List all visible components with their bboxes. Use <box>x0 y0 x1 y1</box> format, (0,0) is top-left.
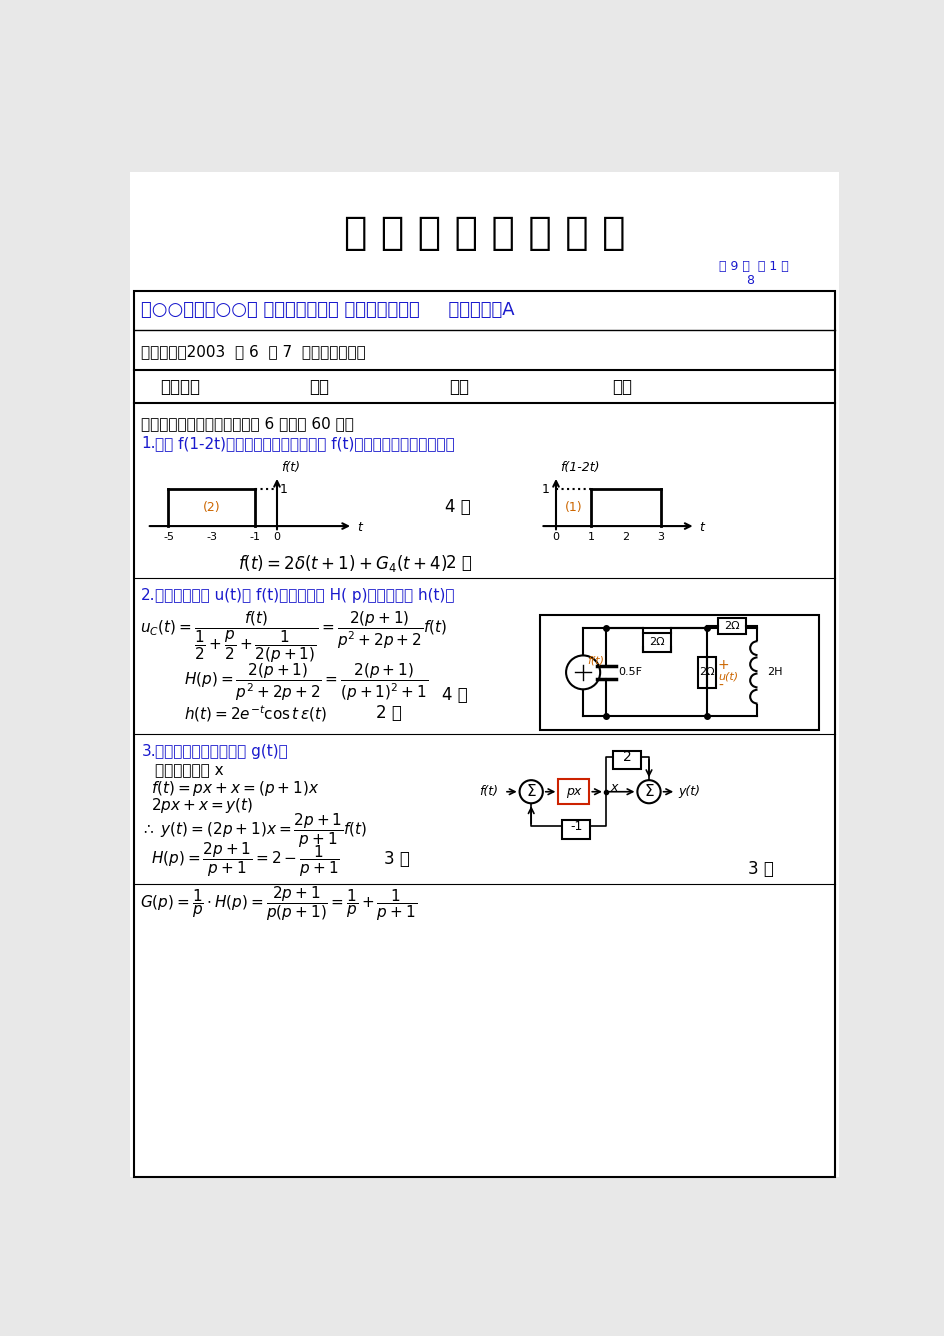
Text: f(1-2t): f(1-2t) <box>559 461 598 474</box>
Text: 2 分: 2 分 <box>446 554 472 572</box>
Text: f(t): f(t) <box>479 786 497 798</box>
Text: x: x <box>610 780 617 794</box>
Text: 共 9 页  第 1 页: 共 9 页 第 1 页 <box>718 261 787 273</box>
Text: 1: 1 <box>541 482 549 496</box>
Text: Σ: Σ <box>644 784 653 799</box>
Text: 一、计算以下各题：（每小题 6 分，共 60 分）: 一、计算以下各题：（每小题 6 分，共 60 分） <box>142 415 354 432</box>
Bar <box>540 615 818 729</box>
Text: 0: 0 <box>552 532 559 542</box>
Text: $f(t)=px+x=(p+1)x$: $f(t)=px+x=(p+1)x$ <box>150 779 319 798</box>
Circle shape <box>636 780 660 803</box>
Text: 姓名: 姓名 <box>448 378 468 395</box>
Text: t: t <box>357 521 362 534</box>
Text: $H(p)=\dfrac{2p+1}{p+1}=2-\dfrac{1}{p+1}$: $H(p)=\dfrac{2p+1}{p+1}=2-\dfrac{1}{p+1}… <box>150 840 339 879</box>
Bar <box>697 657 716 688</box>
Text: $h(t)=2e^{-t}\cos t\,\varepsilon(t)$: $h(t)=2e^{-t}\cos t\,\varepsilon(t)$ <box>184 703 327 724</box>
Circle shape <box>565 656 599 689</box>
Text: -: - <box>717 679 722 693</box>
Text: $\therefore\;y(t)=(2p+1)x=\dfrac{2p+1}{p+1}f(t)$: $\therefore\;y(t)=(2p+1)x=\dfrac{2p+1}{p… <box>142 811 367 850</box>
Text: t: t <box>699 521 703 534</box>
Bar <box>613 751 641 770</box>
Text: 2.: 2. <box>142 588 156 603</box>
Text: px: px <box>565 786 581 798</box>
Text: 2H: 2H <box>766 668 782 677</box>
Text: 3.: 3. <box>142 744 156 759</box>
Text: Σ: Σ <box>526 784 535 799</box>
Bar <box>562 820 589 839</box>
Text: 8: 8 <box>745 274 753 287</box>
Text: y(t): y(t) <box>678 786 700 798</box>
Circle shape <box>519 780 542 803</box>
Text: $G(p)=\dfrac{1}{p}\cdot H(p)=\dfrac{2p+1}{p(p+1)}=\dfrac{1}{p}+\dfrac{1}{p+1}$: $G(p)=\dfrac{1}{p}\cdot H(p)=\dfrac{2p+1… <box>140 884 416 923</box>
Text: f(t): f(t) <box>586 656 603 665</box>
Bar <box>133 291 834 1177</box>
Text: $H(p)=\dfrac{2(p+1)}{p^2+2p+2}=\dfrac{2(p+1)}{(p+1)^2+1}$: $H(p)=\dfrac{2(p+1)}{p^2+2p+2}=\dfrac{2(… <box>184 661 428 703</box>
Text: -1: -1 <box>249 532 261 542</box>
Text: u(t): u(t) <box>717 671 737 681</box>
Text: 1: 1 <box>279 482 287 496</box>
Text: 3 分: 3 分 <box>384 851 410 868</box>
Text: 1.: 1. <box>142 436 156 452</box>
Text: 考试日期：2003  年 6  月 7  日，阅卷教师：: 考试日期：2003 年 6 月 7 日，阅卷教师： <box>142 343 365 359</box>
Bar <box>717 619 745 633</box>
Text: 图示电路，求 u(t)对 f(t)的传输算子 H( p)及冲激响应 h(t)。: 图示电路，求 u(t)对 f(t)的传输算子 H( p)及冲激响应 h(t)。 <box>155 588 454 603</box>
Text: 2 分: 2 分 <box>376 704 402 723</box>
Text: 学号: 学号 <box>310 378 329 395</box>
Text: 2Ω: 2Ω <box>699 668 715 677</box>
Text: 3 分: 3 分 <box>748 860 773 878</box>
Text: 二○○二～二○○三 学年第二学期《 信号与线性系统     》考试试题A: 二○○二～二○○三 学年第二学期《 信号与线性系统 》考试试题A <box>142 302 514 319</box>
Text: $2px+x=y(t)$: $2px+x=y(t)$ <box>150 796 253 815</box>
Text: 0: 0 <box>273 532 280 542</box>
Text: -3: -3 <box>206 532 217 542</box>
Text: -5: -5 <box>162 532 174 542</box>
Bar <box>558 779 589 804</box>
Text: 1: 1 <box>587 532 594 542</box>
Text: 4 分: 4 分 <box>445 498 470 516</box>
Text: 2Ω: 2Ω <box>649 637 664 648</box>
Text: 0.5F: 0.5F <box>617 668 641 677</box>
Text: 已知 f(1-2t)的波形如图所示，试画出 f(t)的波形并写出其表达式。: 已知 f(1-2t)的波形如图所示，试画出 f(t)的波形并写出其表达式。 <box>155 436 455 452</box>
Bar <box>642 633 670 652</box>
Text: 求图示系统的阶跃响应 g(t)。: 求图示系统的阶跃响应 g(t)。 <box>155 744 288 759</box>
Text: f(t): f(t) <box>280 461 299 474</box>
Text: -1: -1 <box>569 820 582 832</box>
Text: 考试班级: 考试班级 <box>160 378 200 395</box>
Text: 2: 2 <box>622 749 631 764</box>
Text: (1): (1) <box>564 501 582 514</box>
Text: +: + <box>717 657 729 672</box>
Text: $f\left(t\right)=2\delta\left(t+1\right)+G_{4}\left(t+4\right)$: $f\left(t\right)=2\delta\left(t+1\right)… <box>238 553 447 573</box>
Text: 4 分: 4 分 <box>442 687 467 704</box>
Text: 南 京 航 空 航 天 大 学: 南 京 航 空 航 天 大 学 <box>344 215 624 253</box>
Text: 成绩: 成绩 <box>611 378 632 395</box>
Text: (2): (2) <box>203 501 221 514</box>
Text: 2: 2 <box>621 532 629 542</box>
Text: 2Ω: 2Ω <box>723 621 739 631</box>
Text: 3: 3 <box>656 532 664 542</box>
Text: 设：中间变量 x: 设：中间变量 x <box>155 763 224 779</box>
Text: $u_C(t)=\dfrac{f(t)}{\dfrac{1}{2}+\dfrac{p}{2}+\dfrac{1}{2(p+1)}}=\dfrac{2(p+1)}: $u_C(t)=\dfrac{f(t)}{\dfrac{1}{2}+\dfrac… <box>140 611 447 665</box>
